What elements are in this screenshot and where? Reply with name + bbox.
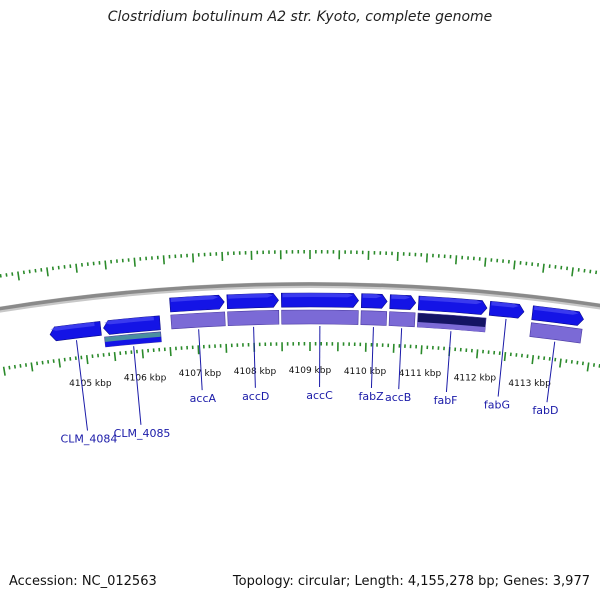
cds-feature-accD	[227, 309, 280, 327]
gene-highlight-fabG	[491, 301, 519, 308]
inner-minor-tick	[13, 364, 17, 369]
outer-minor-tick	[22, 270, 25, 275]
gene-leader-accA	[198, 329, 203, 391]
scale-tick-label: 4113 kbp	[508, 379, 551, 389]
outer-major-tick	[542, 263, 545, 273]
outer-major-tick	[425, 253, 429, 263]
cds-feature-accB	[388, 311, 416, 328]
inner-major-tick	[30, 362, 34, 372]
gene-label-fabF: fabF	[434, 394, 458, 407]
gene-leader-fabG	[497, 318, 507, 397]
inner-major-tick	[169, 347, 172, 357]
inner-major-tick	[2, 366, 6, 376]
scale-tick-label: 4112 kbp	[454, 373, 497, 383]
inner-minor-tick	[592, 363, 596, 367]
gene-leader-fabD	[546, 341, 556, 403]
inner-major-tick	[531, 355, 535, 365]
map-title: Clostridium botulinum A2 str. Kyoto, com…	[107, 9, 493, 25]
outer-major-tick	[133, 257, 136, 267]
gene-highlight-accC	[282, 292, 353, 298]
outer-minor-tick	[5, 273, 8, 277]
scale-tick-label: 4107 kbp	[179, 369, 222, 379]
inner-minor-tick	[581, 361, 584, 366]
gene-highlight-fabZ	[362, 293, 382, 299]
outer-major-tick	[571, 267, 574, 277]
inner-minor-tick	[19, 364, 22, 368]
inner-major-tick	[420, 345, 423, 355]
scale-tick-label: 4106 kbp	[124, 373, 167, 383]
inner-major-tick	[476, 349, 479, 359]
inner-major-tick	[586, 362, 590, 372]
outer-minor-tick	[595, 270, 598, 275]
outer-major-tick	[46, 267, 49, 277]
outer-minor-tick	[11, 272, 14, 276]
outer-major-tick	[17, 271, 20, 281]
inner-major-tick	[58, 358, 61, 368]
inner-minor-tick	[8, 365, 11, 370]
cds-feature-fabD	[529, 322, 583, 344]
outer-major-tick	[162, 255, 165, 265]
gene-label-fabG: fabG	[484, 398, 510, 411]
gene-label-CLM_4084: CLM_4084	[61, 432, 118, 445]
outer-minor-tick	[0, 273, 2, 278]
gene-label-CLM_4085: CLM_4085	[114, 427, 171, 440]
cds-feature-accC	[281, 309, 359, 325]
scale-tick-label: 4109 kbp	[289, 366, 332, 376]
accession-label: Accession: NC_012563	[9, 574, 157, 589]
outer-tick-ring	[0, 250, 598, 281]
inner-minor-tick	[24, 363, 28, 367]
backbone	[0, 282, 600, 313]
gene-leader-fabF	[445, 331, 452, 393]
backbone-line	[0, 282, 600, 311]
inner-major-tick	[197, 345, 200, 355]
outer-major-tick	[484, 257, 487, 267]
gene-label-fabD: fabD	[532, 404, 558, 417]
outer-major-tick	[455, 255, 458, 265]
inner-major-tick	[85, 355, 89, 365]
inner-major-tick	[113, 351, 117, 362]
gene-label-fabZ: fabZ	[358, 390, 384, 403]
inner-major-tick	[559, 358, 562, 368]
gene-label-accB: accB	[385, 391, 411, 404]
gene-leader-fabZ	[370, 327, 374, 389]
cds-feature-lower-fabF	[417, 322, 486, 332]
gene-highlight-accA	[170, 295, 219, 302]
cds-feature-accA	[170, 311, 226, 330]
gene-highlight-CLM_4084	[50, 322, 95, 331]
genome-summary: Topology: circular; Length: 4,155,278 bp…	[232, 574, 590, 589]
inner-minor-tick	[36, 361, 39, 366]
gene-highlight-accD	[227, 293, 273, 299]
gene-label-accA: accA	[190, 392, 217, 405]
gene-leader-accB	[398, 328, 403, 390]
gene-highlight-fabF	[419, 296, 482, 305]
gene-leader-accD	[253, 326, 256, 388]
outer-major-tick	[75, 263, 78, 273]
outer-major-tick	[191, 253, 195, 263]
scale-tick-label: 4105 kbp	[69, 379, 112, 389]
gene-leader-CLM_4084	[75, 340, 88, 431]
gene-highlight-accB	[391, 294, 411, 300]
cds-feature-fabZ	[360, 310, 388, 326]
inner-major-tick	[503, 351, 507, 362]
scale-tick-label: 4110 kbp	[344, 367, 387, 377]
scale-tick-label: 4111 kbp	[399, 369, 442, 379]
gene-leader-CLM_4085	[133, 346, 142, 425]
gene-track	[49, 292, 584, 348]
gene-label-accD: accD	[242, 390, 269, 403]
gene-highlight-CLM_4085	[104, 316, 154, 325]
gene-label-accC: accC	[306, 389, 333, 402]
outer-major-tick	[104, 260, 107, 270]
gene-highlight-fabD	[534, 305, 579, 315]
outer-major-tick	[513, 260, 516, 270]
inner-tick-ring	[2, 342, 600, 376]
inner-major-tick	[141, 349, 144, 359]
cds-feature-lower-CLM_4085	[105, 336, 162, 347]
